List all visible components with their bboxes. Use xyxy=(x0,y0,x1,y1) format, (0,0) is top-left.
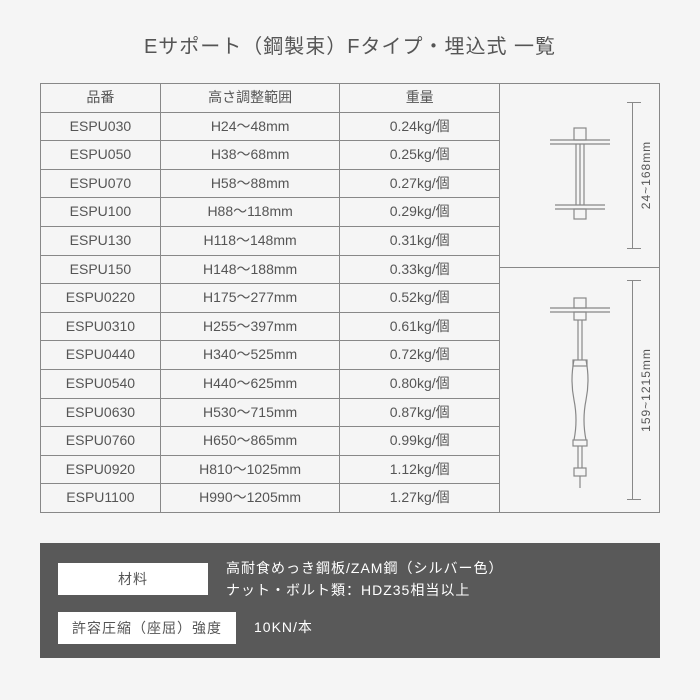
diagram-long-bolt: 159~1215mm xyxy=(500,268,659,512)
diagram-short-bolt: 24~168mm xyxy=(500,84,659,268)
cell-range: H990～1205mm xyxy=(160,484,340,513)
material-value: 高耐食めっき鋼板/ZAM鋼（シルバー色） ナット・ボルト類：HDZ35相当以上 xyxy=(226,557,503,602)
cell-range: H650～865mm xyxy=(160,427,340,456)
cell-code: ESPU030 xyxy=(41,112,161,141)
strength-label: 許容圧縮（座屈）強度 xyxy=(58,612,236,644)
table-row: ESPU100H88～118mm0.29kg/個 xyxy=(41,198,500,227)
cell-weight: 0.24kg/個 xyxy=(340,112,500,141)
header-range: 高さ調整範囲 xyxy=(160,84,340,113)
material-value-line: ナット・ボルト類：HDZ35相当以上 xyxy=(226,582,470,598)
cell-weight: 0.61kg/個 xyxy=(340,312,500,341)
cell-weight: 0.52kg/個 xyxy=(340,284,500,313)
dimension-line-short xyxy=(627,102,637,249)
table-row: ESPU150H148～188mm0.33kg/個 xyxy=(41,255,500,284)
cell-range: H530～715mm xyxy=(160,398,340,427)
material-label: 材料 xyxy=(58,563,208,595)
footer-panel: 材料 高耐食めっき鋼板/ZAM鋼（シルバー色） ナット・ボルト類：HDZ35相当以… xyxy=(40,543,660,658)
header-code: 品番 xyxy=(41,84,161,113)
cell-weight: 0.72kg/個 xyxy=(340,341,500,370)
cell-code: ESPU0540 xyxy=(41,369,161,398)
dimension-label-long: 159~1215mm xyxy=(639,348,653,432)
table-row: ESPU0630H530～715mm0.87kg/個 xyxy=(41,398,500,427)
table-row: ESPU0440H340～525mm0.72kg/個 xyxy=(41,341,500,370)
cell-weight: 0.25kg/個 xyxy=(340,141,500,170)
cell-code: ESPU070 xyxy=(41,169,161,198)
cell-range: H88～118mm xyxy=(160,198,340,227)
dimension-label-short: 24~168mm xyxy=(639,141,653,209)
dimension-line-long xyxy=(627,280,637,500)
cell-range: H175～277mm xyxy=(160,284,340,313)
cell-code: ESPU0220 xyxy=(41,284,161,313)
material-value-line: 高耐食めっき鋼板/ZAM鋼（シルバー色） xyxy=(226,560,503,576)
cell-code: ESPU130 xyxy=(41,226,161,255)
page-title: Eサポート（鋼製束）Fタイプ・埋込式 一覧 xyxy=(40,30,660,59)
cell-code: ESPU0310 xyxy=(41,312,161,341)
table-row: ESPU130H118～148mm0.31kg/個 xyxy=(41,226,500,255)
table-row: ESPU0540H440～625mm0.80kg/個 xyxy=(41,369,500,398)
cell-range: H24～48mm xyxy=(160,112,340,141)
cell-range: H255～397mm xyxy=(160,312,340,341)
bolt-short-icon xyxy=(540,110,620,240)
spec-table-container: 品番 高さ調整範囲 重量 ESPU030H24～48mm0.24kg/個ESPU… xyxy=(40,83,660,513)
cell-weight: 0.87kg/個 xyxy=(340,398,500,427)
table-row: ESPU1100H990～1205mm1.27kg/個 xyxy=(41,484,500,513)
diagram-column: 24~168mm xyxy=(500,83,660,513)
table-row: ESPU0310H255～397mm0.61kg/個 xyxy=(41,312,500,341)
material-row: 材料 高耐食めっき鋼板/ZAM鋼（シルバー色） ナット・ボルト類：HDZ35相当以… xyxy=(58,557,642,602)
cell-weight: 0.31kg/個 xyxy=(340,226,500,255)
table-row: ESPU0220H175～277mm0.52kg/個 xyxy=(41,284,500,313)
cell-range: H340～525mm xyxy=(160,341,340,370)
cell-code: ESPU0630 xyxy=(41,398,161,427)
cell-code: ESPU050 xyxy=(41,141,161,170)
cell-code: ESPU0440 xyxy=(41,341,161,370)
cell-weight: 0.80kg/個 xyxy=(340,369,500,398)
table-row: ESPU0760H650～865mm0.99kg/個 xyxy=(41,427,500,456)
cell-weight: 1.27kg/個 xyxy=(340,484,500,513)
header-weight: 重量 xyxy=(340,84,500,113)
cell-range: H440～625mm xyxy=(160,369,340,398)
cell-code: ESPU1100 xyxy=(41,484,161,513)
cell-range: H148～188mm xyxy=(160,255,340,284)
cell-range: H810～1025mm xyxy=(160,455,340,484)
bolt-long-icon xyxy=(540,290,620,490)
table-row: ESPU050H38～68mm0.25kg/個 xyxy=(41,141,500,170)
cell-code: ESPU100 xyxy=(41,198,161,227)
cell-code: ESPU150 xyxy=(41,255,161,284)
spec-table: 品番 高さ調整範囲 重量 ESPU030H24～48mm0.24kg/個ESPU… xyxy=(40,83,500,513)
cell-range: H118～148mm xyxy=(160,226,340,255)
cell-code: ESPU0920 xyxy=(41,455,161,484)
cell-weight: 0.29kg/個 xyxy=(340,198,500,227)
cell-code: ESPU0760 xyxy=(41,427,161,456)
cell-weight: 0.27kg/個 xyxy=(340,169,500,198)
cell-weight: 0.33kg/個 xyxy=(340,255,500,284)
cell-range: H38～68mm xyxy=(160,141,340,170)
strength-value: 10KN/本 xyxy=(254,616,313,638)
cell-weight: 1.12kg/個 xyxy=(340,455,500,484)
cell-weight: 0.99kg/個 xyxy=(340,427,500,456)
table-row: ESPU030H24～48mm0.24kg/個 xyxy=(41,112,500,141)
cell-range: H58～88mm xyxy=(160,169,340,198)
table-row: ESPU0920H810～1025mm1.12kg/個 xyxy=(41,455,500,484)
table-row: ESPU070H58～88mm0.27kg/個 xyxy=(41,169,500,198)
table-header-row: 品番 高さ調整範囲 重量 xyxy=(41,84,500,113)
strength-row: 許容圧縮（座屈）強度 10KN/本 xyxy=(58,612,642,644)
